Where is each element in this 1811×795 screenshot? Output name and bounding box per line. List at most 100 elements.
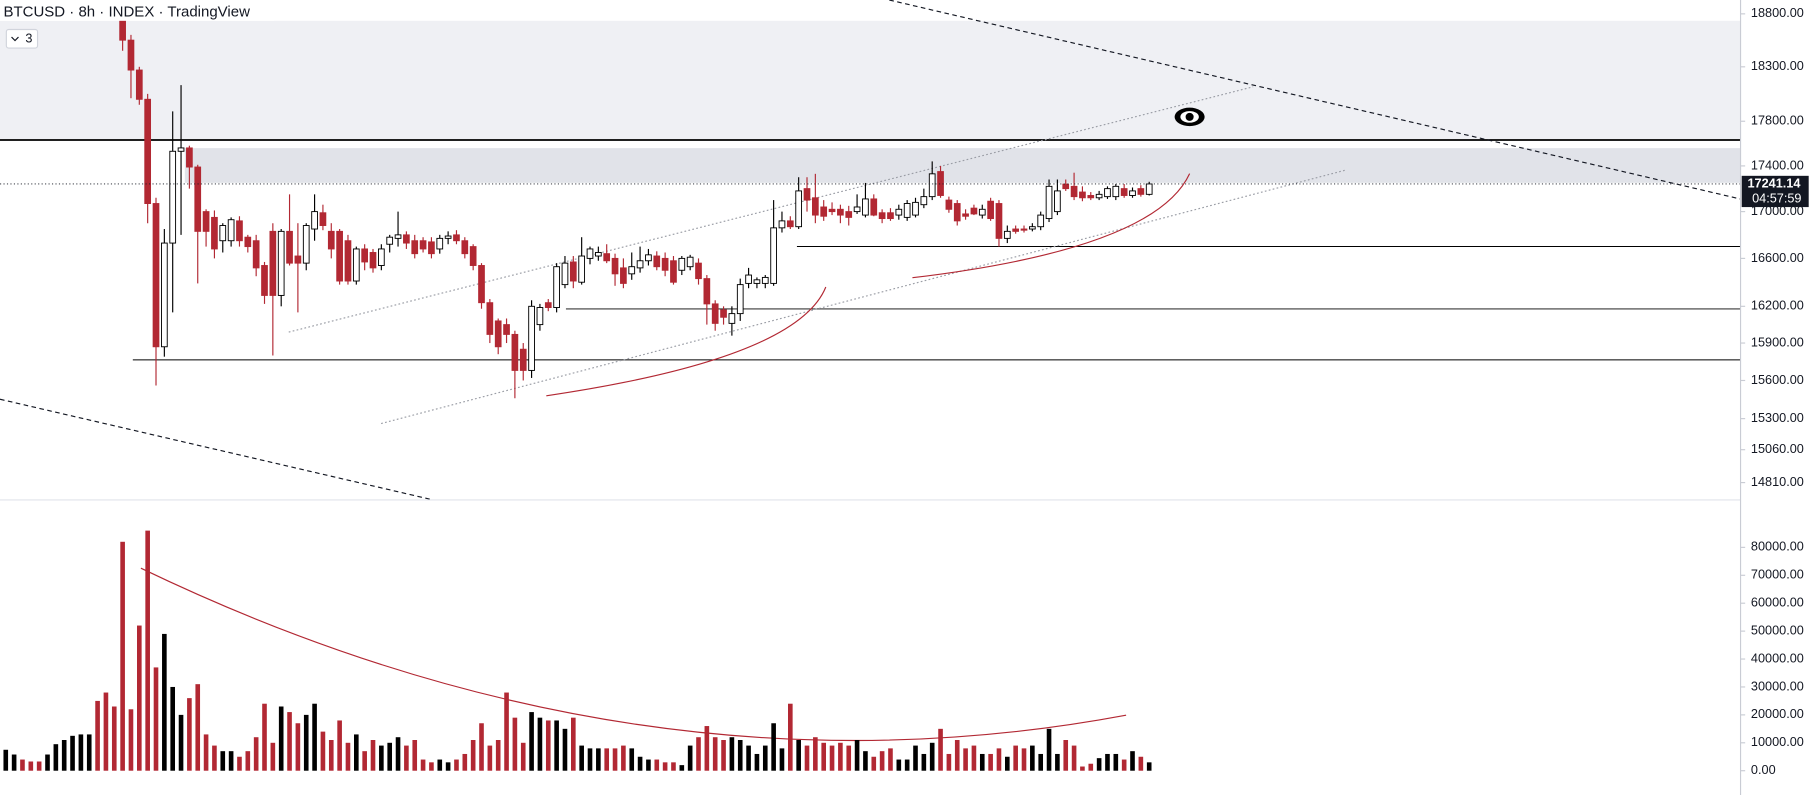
volume-bar bbox=[195, 684, 201, 771]
candle-body bbox=[227, 219, 235, 242]
channel-line bbox=[380, 169, 1346, 425]
eye-icon[interactable] bbox=[1174, 107, 1205, 127]
volume-bar bbox=[270, 742, 276, 771]
volume-bar bbox=[621, 745, 626, 771]
volume-bar bbox=[913, 745, 918, 771]
y-tick-label: 60000.00 bbox=[1751, 595, 1804, 610]
candle-body bbox=[378, 248, 385, 266]
candle-body bbox=[945, 199, 953, 210]
volume-bar bbox=[971, 745, 977, 771]
volume-bar bbox=[1013, 745, 1018, 771]
volume-bar bbox=[637, 756, 643, 771]
candle-body bbox=[1129, 190, 1136, 196]
zone-shade bbox=[0, 20, 1741, 141]
volume-bar bbox=[654, 759, 660, 771]
volume-bar bbox=[379, 745, 384, 771]
curve-drawing bbox=[140, 567, 1127, 742]
candle-body bbox=[336, 230, 343, 282]
candle-body bbox=[352, 248, 360, 282]
candle-body bbox=[1079, 191, 1086, 199]
volume-bar bbox=[1005, 756, 1010, 771]
y-tick-label: 16200.00 bbox=[1751, 298, 1804, 313]
volume-bar bbox=[429, 762, 434, 771]
volume-bar bbox=[979, 753, 985, 771]
indicator-count: 3 bbox=[25, 31, 32, 46]
volume-bar bbox=[604, 748, 610, 771]
candle-body bbox=[469, 246, 477, 266]
volume-bar bbox=[303, 714, 309, 771]
volume-bar bbox=[871, 756, 877, 771]
volume-bar bbox=[420, 759, 426, 771]
volume-bar bbox=[1130, 751, 1135, 771]
y-tick-label: 80000.00 bbox=[1751, 539, 1804, 554]
volume-bar bbox=[796, 740, 801, 771]
candle-body bbox=[386, 236, 394, 245]
volume-bar bbox=[712, 737, 718, 771]
volume-bar bbox=[788, 703, 793, 771]
volume-bar bbox=[929, 742, 935, 771]
volume-bar bbox=[813, 737, 818, 771]
volume-bar bbox=[746, 745, 751, 771]
candle-body bbox=[778, 220, 786, 229]
chart-title: BTCUSD · 8h · INDEX · TradingView bbox=[3, 4, 250, 21]
candle-body bbox=[661, 257, 669, 271]
candle-body bbox=[503, 324, 510, 335]
volume-bar bbox=[963, 748, 968, 771]
candle-body bbox=[194, 166, 202, 232]
candle-body bbox=[862, 198, 869, 216]
y-tick-label: 18800.00 bbox=[1751, 5, 1804, 20]
volume-bar bbox=[771, 723, 776, 771]
candle-body bbox=[261, 265, 268, 296]
volume-bar bbox=[954, 740, 960, 771]
candle-body bbox=[803, 188, 811, 201]
candle-body bbox=[536, 307, 544, 326]
volume-bar bbox=[1146, 762, 1152, 771]
volume-bar bbox=[846, 745, 852, 771]
candle-body bbox=[1087, 195, 1095, 199]
candle-body bbox=[962, 213, 969, 217]
volume-bar bbox=[896, 759, 902, 771]
candle-body bbox=[1012, 228, 1020, 232]
volume-bar bbox=[487, 745, 493, 771]
candle-body bbox=[853, 206, 861, 213]
volume-bar bbox=[1055, 753, 1060, 771]
candle-body bbox=[277, 230, 285, 296]
volume-bar bbox=[996, 748, 1002, 771]
candle-body bbox=[202, 211, 210, 232]
volume-bar bbox=[921, 753, 927, 771]
volume-bar bbox=[362, 751, 367, 771]
volume-bar bbox=[328, 740, 334, 771]
indicator-toggle[interactable] bbox=[5, 28, 39, 49]
candle-body bbox=[645, 254, 652, 262]
y-tick-label: 14810.00 bbox=[1751, 474, 1804, 489]
candle-body bbox=[169, 150, 177, 244]
channel-line bbox=[288, 86, 1254, 333]
candle-body bbox=[161, 242, 168, 348]
volume-bar bbox=[704, 726, 710, 771]
countdown-label: 04:57:59 bbox=[1752, 190, 1801, 205]
candle-body bbox=[611, 257, 619, 275]
volume-bar bbox=[612, 748, 618, 771]
volume-bar bbox=[479, 723, 484, 771]
last-price-label: 17241.14 bbox=[1747, 175, 1800, 190]
candle-body bbox=[369, 252, 377, 269]
candle-body bbox=[361, 248, 369, 263]
candle-body bbox=[670, 260, 677, 283]
candle-body bbox=[895, 208, 903, 216]
volume-bar bbox=[696, 737, 701, 771]
candle-body bbox=[519, 348, 527, 371]
y-tick-label: 70000.00 bbox=[1751, 567, 1804, 582]
volume-bar bbox=[988, 753, 993, 771]
volume-bar bbox=[153, 667, 159, 771]
volume-bar bbox=[111, 706, 117, 771]
volume-bar bbox=[1113, 753, 1119, 771]
candle-body bbox=[394, 234, 402, 239]
candle-body bbox=[569, 261, 577, 282]
candle-body bbox=[603, 253, 611, 262]
candle-body bbox=[294, 255, 302, 264]
volume-bar bbox=[1138, 756, 1144, 771]
candle-body bbox=[403, 234, 410, 244]
volume-bar bbox=[529, 712, 534, 771]
volume-bar bbox=[253, 737, 259, 771]
volume-bar bbox=[646, 759, 651, 771]
